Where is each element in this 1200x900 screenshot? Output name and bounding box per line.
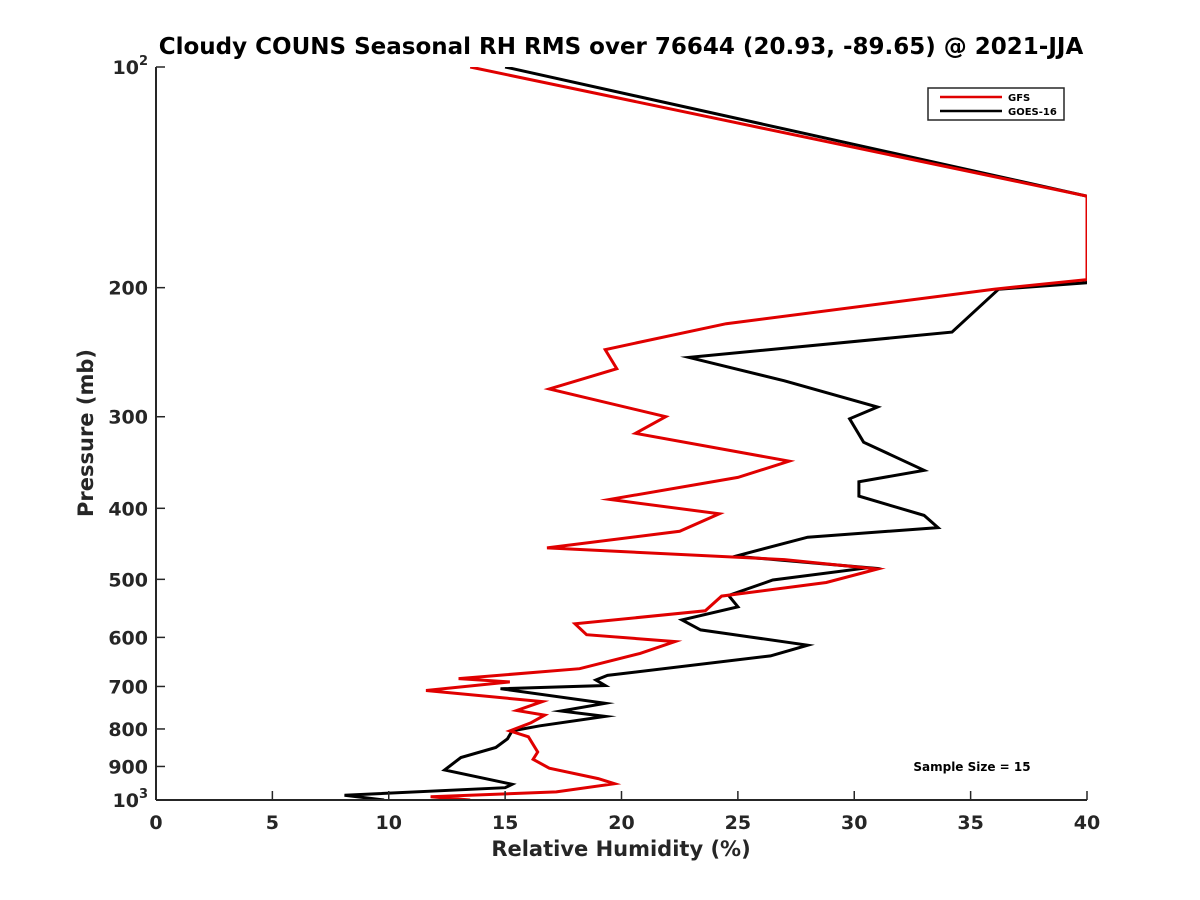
y-tick-label: 300 [108,407,148,429]
x-ticks: 0 5 10 15 20 25 30 35 40 [149,791,1100,834]
legend-gfs-label: GFS [1008,93,1030,104]
y-tick-exponent: 2 [139,54,148,69]
x-tick-label: 25 [725,812,751,834]
series-line-goes16 [344,67,1087,800]
x-tick-label: 40 [1074,812,1100,834]
series-layer [344,67,1087,800]
x-tick-label: 15 [492,812,518,834]
y-tick-label: 600 [108,627,148,649]
y-tick-label: 700 [108,676,148,698]
y-tick-label: 800 [108,719,148,741]
x-tick-label: 0 [149,812,162,834]
y-tick-label: 103 [113,787,149,812]
y-tick-label: 200 [108,278,148,300]
legend: GFS GOES-16 [927,87,1065,121]
y-tick-exponent: 3 [139,787,148,802]
y-tick-label: 400 [108,498,148,520]
y-tick-label: 102 [113,54,149,79]
y-ticks: 102 200 300 400 500 600 700 800 900 103 [108,54,165,812]
x-tick-label: 5 [266,812,279,834]
y-tick-label: 500 [108,569,148,591]
series-line-gfs [425,67,1087,800]
legend-goes16-label: GOES-16 [1008,107,1057,118]
x-tick-label: 35 [957,812,983,834]
chart-title: Cloudy COUNS Seasonal RH RMS over 76644 … [159,34,1084,60]
legend-box [927,87,1065,121]
y-axis-label: Pressure (mb) [74,349,98,517]
axes-box [156,67,1087,800]
x-axis-label: Relative Humidity (%) [491,837,750,861]
plot-area [156,67,1087,800]
x-tick-label: 30 [841,812,867,834]
sample-size-annotation: Sample Size = 15 [913,760,1030,774]
x-tick-label: 10 [376,812,402,834]
y-tick-label: 900 [108,756,148,778]
x-tick-label: 20 [608,812,634,834]
